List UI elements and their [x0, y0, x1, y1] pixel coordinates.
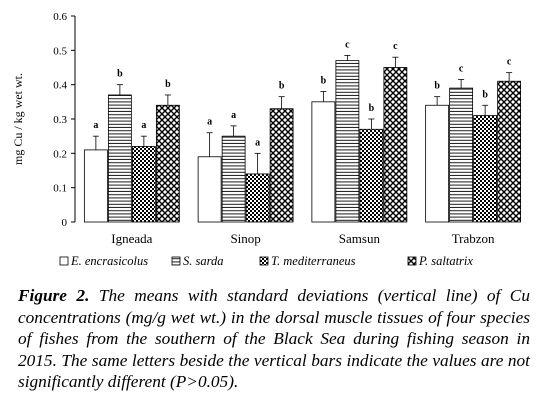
x-tick-label: Samsun — [339, 231, 381, 246]
bar — [473, 115, 498, 223]
legend-swatch — [259, 256, 269, 266]
legend-swatch — [407, 256, 417, 266]
significance-letter: c — [345, 39, 350, 50]
significance-letter: c — [459, 64, 464, 75]
y-tick-label: 0.2 — [53, 148, 67, 160]
legend-label: P. saltatrix — [418, 254, 473, 268]
x-tick-label: Igneada — [111, 231, 152, 246]
bar-chart: 0 0.1 0.2 0.3 0.4 0.5 0.6 mg Cu / kg wet wt. a b a… — [11, 11, 522, 268]
y-tick-label: 0.4 — [53, 80, 67, 92]
y-axis-title: mg Cu / kg wet wt. — [11, 73, 25, 165]
caption-text: The means with standard deviations (vert… — [18, 286, 530, 391]
legend-swatch — [171, 256, 181, 266]
bar — [335, 60, 360, 223]
y-tick-label: 0.5 — [53, 45, 67, 57]
bar — [197, 156, 222, 223]
legend-swatch — [59, 256, 69, 266]
significance-letter: a — [207, 117, 212, 128]
bar — [425, 104, 450, 223]
x-tick-label: Sinop — [230, 231, 260, 246]
significance-letter: a — [255, 137, 260, 148]
y-tick-label: 0.1 — [53, 183, 67, 195]
bar — [359, 128, 384, 223]
significance-letter: b — [369, 103, 375, 114]
figure-caption: Figure 2. The means with standard deviat… — [18, 285, 530, 393]
significance-letter: b — [434, 81, 440, 92]
bar — [383, 67, 408, 223]
y-tick-label: 0.6 — [53, 11, 67, 23]
bar — [449, 87, 474, 223]
legend-label: E. encrasicolus — [70, 254, 148, 268]
caption-label: Figure 2. — [18, 286, 90, 305]
bar — [155, 104, 180, 223]
significance-letter: c — [507, 57, 512, 68]
legend-label: S. sarda — [183, 254, 224, 268]
bar — [497, 80, 522, 223]
significance-letter: c — [393, 41, 398, 52]
bar — [131, 146, 156, 223]
bar — [245, 173, 270, 223]
bar — [311, 101, 336, 223]
significance-letter: b — [279, 81, 285, 92]
legend-label: T. mediterraneus — [271, 254, 356, 268]
y-tick-label: 0 — [62, 217, 68, 229]
y-tick-label: 0.3 — [53, 114, 67, 126]
bar — [83, 149, 108, 223]
significance-letter: b — [482, 89, 488, 100]
significance-letter: b — [117, 69, 123, 80]
bar — [269, 108, 294, 223]
significance-letter: b — [165, 79, 171, 90]
x-tick-label: Trabzon — [452, 231, 495, 246]
significance-letter: b — [321, 76, 327, 87]
bar — [107, 94, 132, 223]
significance-letter: a — [141, 120, 146, 131]
significance-letter: a — [231, 110, 236, 121]
significance-letter: a — [93, 120, 98, 131]
chart-area: 0 0.1 0.2 0.3 0.4 0.5 0.6 mg Cu / kg wet wt. a b a… — [11, 11, 522, 268]
bar — [221, 135, 246, 223]
